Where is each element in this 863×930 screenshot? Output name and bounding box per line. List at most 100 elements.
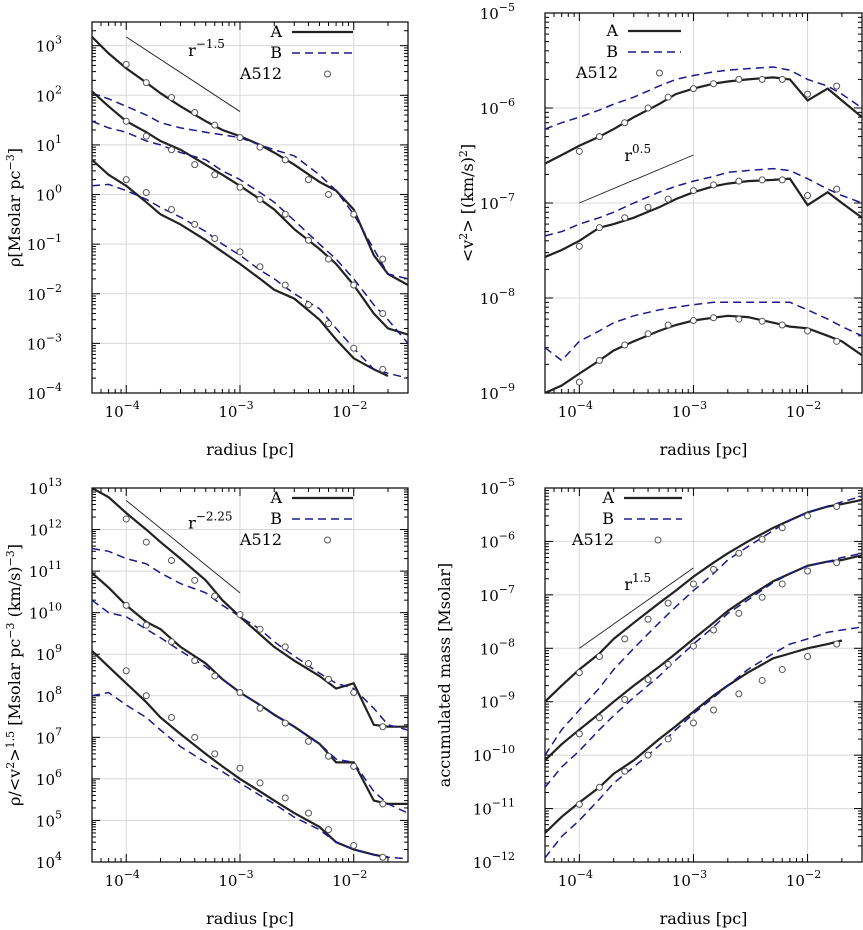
point-A512 [211,234,219,242]
legend-marker-A512 [324,70,331,78]
x-tick-label: 10−3 [672,399,707,421]
panel-phase: 10−4 10−3 10−2 104 105 106 107 108 109 1010 1011 10… [4,476,409,928]
point-A512 [211,592,219,600]
point-A512 [304,737,312,745]
point-A512 [644,330,652,338]
point-A512 [804,90,812,98]
x-tick-label: 10−3 [672,868,707,890]
legend-label-A: A [605,21,618,40]
panel-velocity: 10−4 10−3 10−2 10−9 10−8 10−7 10−6 10−5 radius [… [457,1,863,459]
point-A512 [689,85,697,93]
point-A512 [758,75,766,83]
point-A512 [644,615,652,623]
point-A512 [644,676,652,684]
point-A512 [379,365,387,373]
slope-annotation: r−1.5 [188,37,225,60]
point-A512 [710,181,718,189]
point-A512 [191,161,199,169]
slope-annotation: r1.5 [624,571,651,594]
plot-frame [544,12,863,394]
x-axis-label: radius [pc] [206,440,294,459]
point-A512 [379,800,387,808]
legend-marker-A512 [656,69,663,77]
point-A512 [281,281,289,289]
y-tick-label: 10−5 [480,1,515,23]
point-A512 [256,195,264,203]
point-A512 [191,576,199,584]
slope-annotation: r0.5 [624,142,651,165]
point-A512 [833,185,841,193]
x-tick-label: 10−3 [218,868,253,890]
point-A512 [236,688,244,696]
point-A512 [735,177,743,185]
point-A512 [191,108,199,116]
point-A512 [575,378,583,386]
point-A512 [256,263,264,271]
point-A512 [281,643,289,651]
y-tick-label: 109 [36,642,62,664]
point-A512 [256,779,264,787]
point-A512 [211,672,219,680]
point-A512 [758,535,766,543]
series-A-line [545,639,843,834]
series-B-line [545,301,862,362]
y-tick-label: 1010 [29,601,62,623]
point-A512 [710,626,718,634]
x-axis-label: radius [pc] [660,440,748,459]
series-group [92,36,408,379]
series-group [92,488,408,861]
point-A512 [575,730,583,738]
slope-guide-line [579,567,694,649]
y-tick-label: 10−11 [473,797,515,819]
y-tick-label: 10−9 [480,690,515,712]
y-tick-label: 106 [36,767,62,789]
series-B-line [545,167,862,237]
point-A512 [621,119,629,127]
point-A512 [664,93,672,101]
series-B-line [92,120,408,344]
y-tick-label: 10−10 [473,743,515,765]
x-tick-label: 10−2 [786,868,821,890]
point-A512 [304,301,312,309]
x-tick-label: 10−2 [332,399,367,421]
legend-label-B: B [602,509,614,528]
point-A512 [595,653,603,661]
point-A512 [191,657,199,665]
point-A512 [236,611,244,619]
y-tick-label: 1012 [29,518,62,540]
series-A-line [545,177,862,259]
y-tick-label: 104 [36,850,62,872]
point-A512 [758,593,766,601]
point-A512 [168,205,176,213]
point-A512 [350,688,358,696]
y-tick-label: 10−8 [480,286,515,308]
point-A512 [664,195,672,203]
point-A512 [256,625,264,633]
point-A512 [621,635,629,643]
point-A512 [595,356,603,364]
y-tick-label: 107 [36,725,62,747]
point-A512 [122,515,130,523]
plot-frame [544,487,863,863]
legend-label-A: A [269,22,282,41]
point-A512 [833,82,841,90]
y-axis-label: ρ[Msolar pc−3] [4,148,25,267]
point-A512 [142,538,150,546]
series-A-line [545,554,862,762]
point-A512 [664,660,672,668]
point-A512 [575,800,583,808]
slope-annotation: r−2.25 [188,510,232,533]
point-A512 [778,524,786,532]
point-A512 [211,750,219,758]
point-A512 [191,733,199,741]
point-A512 [256,704,264,712]
x-tick-label: 10−3 [218,399,253,421]
y-tick-label: 108 [36,684,62,706]
y-tick-label: 10−12 [473,850,515,872]
series-B-line [92,599,408,814]
series-A-line [545,76,862,165]
series-A-line [92,488,408,728]
point-A512 [689,719,697,727]
x-tick-label: 10−4 [105,399,140,421]
point-A512 [595,224,603,232]
